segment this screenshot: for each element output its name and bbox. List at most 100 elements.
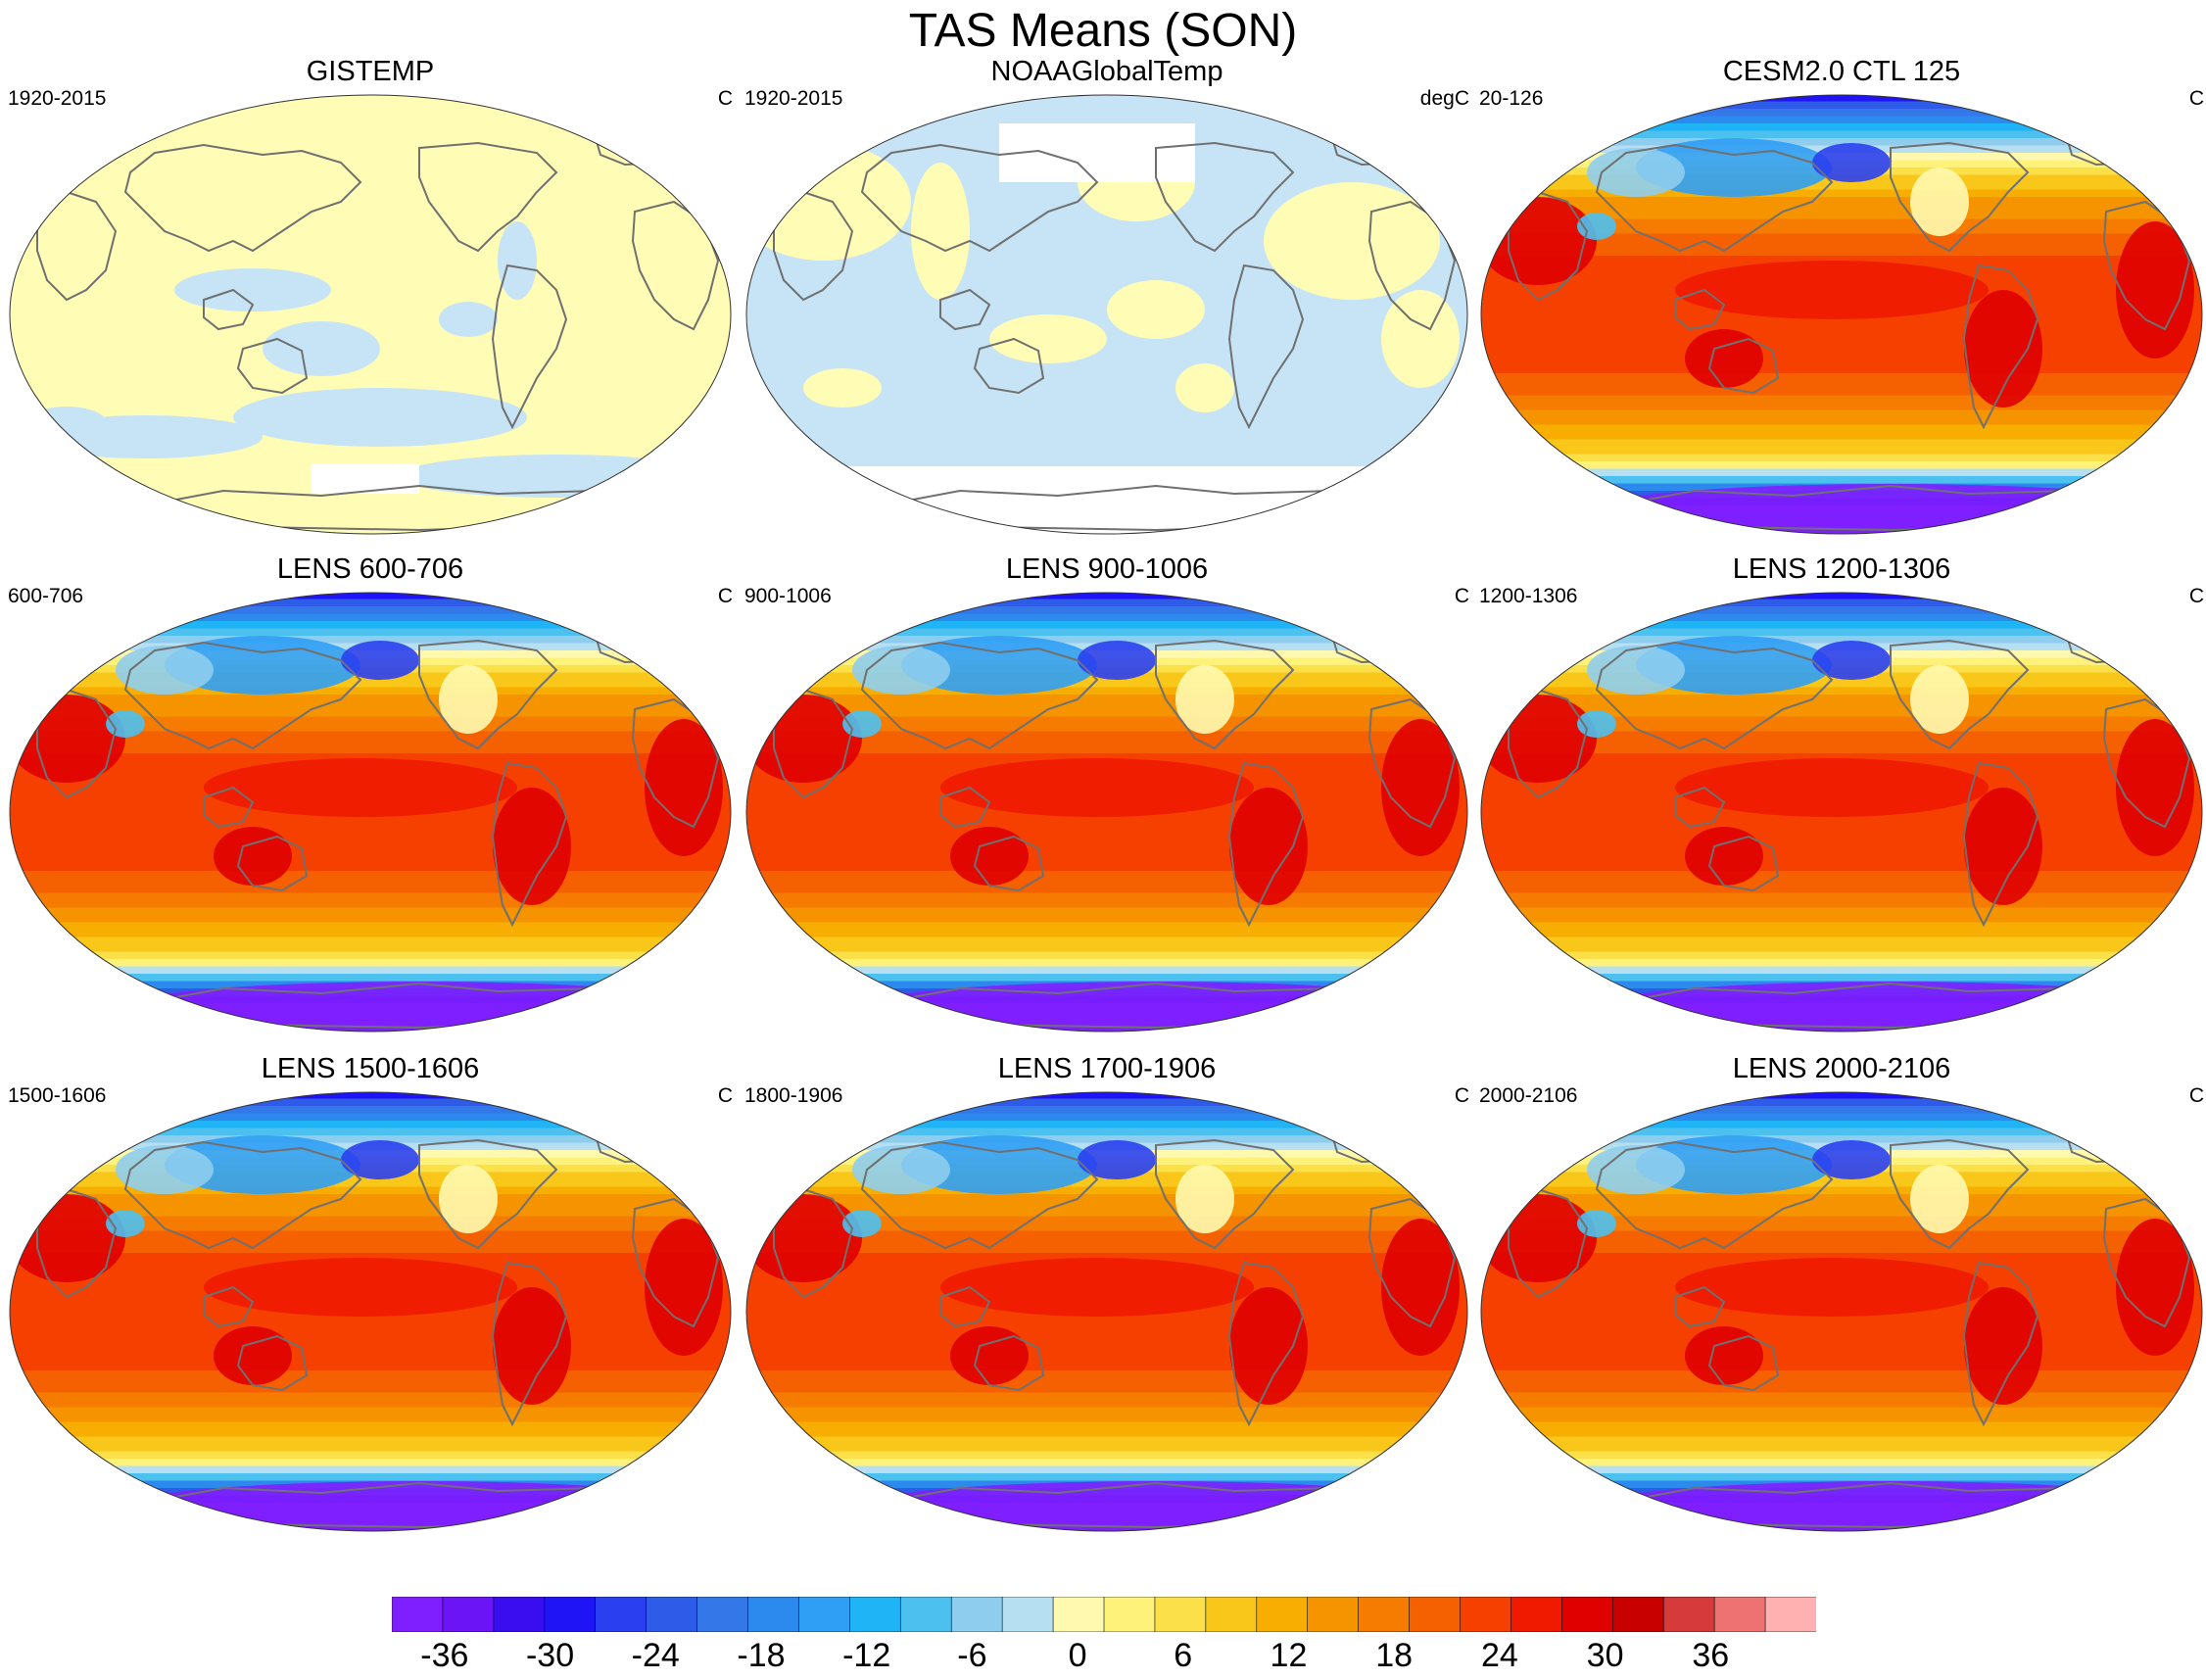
panel-title: NOAAGlobalTemp [990, 56, 1223, 87]
lat-band [10, 709, 731, 718]
field-anomaly [204, 1258, 517, 1317]
lat-band [1481, 907, 2202, 916]
lat-band [746, 930, 1467, 938]
colorbar-tick-label: 6 [1174, 1637, 1193, 1674]
lat-band [1481, 1385, 2202, 1394]
field-anomaly [852, 1145, 950, 1194]
lat-band [10, 731, 731, 740]
lat-band [746, 1429, 1467, 1438]
colorbar-tick-label: -24 [631, 1637, 680, 1674]
field-anomaly [1481, 695, 1597, 783]
lat-band [10, 974, 731, 983]
lat-band [1481, 1451, 2202, 1460]
lat-band [1481, 1326, 2202, 1335]
world-map [1480, 592, 2203, 1032]
lat-band [10, 593, 731, 600]
panel-units-label: C [717, 87, 733, 110]
panel-units-label: C [717, 585, 733, 607]
panel-units-label: C [2188, 585, 2204, 607]
lat-band [746, 1356, 1467, 1365]
coastline [236, 1334, 309, 1392]
lat-band [1481, 959, 2202, 968]
lat-band [10, 878, 731, 887]
lat-band [746, 966, 1467, 975]
lat-band [10, 1098, 731, 1107]
panel-units-label: C [1454, 585, 1469, 607]
coastline [36, 190, 118, 302]
colorbar-swatch [544, 1597, 597, 1632]
colorbar-swatch [595, 1597, 647, 1632]
lat-band [1481, 468, 2202, 477]
coastline [1890, 639, 2030, 750]
colorbar [392, 1597, 1816, 1632]
anomaly-patch [1107, 280, 1205, 339]
lat-band [746, 1238, 1467, 1247]
lat-band [746, 936, 1467, 945]
lat-band [746, 1407, 1467, 1416]
lat-band [746, 856, 1467, 865]
lat-band [1481, 886, 2202, 894]
field-anomaly [1381, 719, 1460, 856]
lat-band [1481, 233, 2202, 242]
lat-band [1481, 380, 2202, 389]
lat-band [1481, 182, 2202, 191]
lat-band [1481, 241, 2202, 250]
coastline [773, 190, 854, 302]
colorbar-swatch [747, 1597, 800, 1632]
field-anomaly [1910, 1165, 1969, 1233]
lat-band [1481, 739, 2202, 747]
lat-band [10, 1465, 731, 1474]
field-anomaly [1078, 641, 1156, 680]
lat-band [10, 1216, 731, 1224]
lat-band [10, 1179, 731, 1188]
field-anomaly [1481, 1194, 1597, 1282]
lat-band [746, 599, 1467, 607]
temperature-field [746, 593, 1467, 1032]
coastline [236, 337, 309, 395]
lat-band [10, 907, 731, 916]
anomaly-patch [1264, 182, 1440, 300]
coastline [1890, 1138, 2030, 1250]
map-outline [745, 592, 1468, 1032]
lat-band [10, 1113, 731, 1122]
field-anomaly [1587, 148, 1685, 197]
coastline [1707, 835, 1780, 892]
temperature-field [1481, 95, 2202, 534]
lat-band [10, 951, 731, 960]
lat-band [1481, 636, 2202, 645]
colorbar-tick-label: 18 [1375, 1637, 1414, 1674]
lat-band [10, 1341, 731, 1350]
field-anomaly [1685, 329, 1763, 388]
field-anomaly [1481, 197, 1597, 285]
lat-band [10, 900, 731, 909]
lat-band [1481, 248, 2202, 257]
lat-band [10, 841, 731, 850]
lat-band [10, 680, 731, 689]
lat-band [746, 1121, 1467, 1129]
lat-band [1481, 1356, 2202, 1365]
temperature-field [1481, 593, 2202, 1032]
lat-band [1481, 599, 2202, 607]
lat-band [1481, 109, 2202, 118]
anomaly-patch [803, 368, 882, 408]
lat-band [1481, 204, 2202, 213]
lat-band [10, 599, 731, 607]
lat-band [1481, 1121, 2202, 1129]
lat-band [746, 716, 1467, 725]
lat-band [746, 1106, 1467, 1115]
lat-band [746, 1451, 1467, 1460]
map-outline [9, 94, 732, 535]
lat-band [1481, 1106, 2202, 1115]
figure-title: TAS Means (SON) [908, 5, 1298, 57]
coastlines [1508, 131, 2191, 532]
lat-band [746, 1333, 1467, 1342]
world-map [9, 592, 732, 1032]
lat-band [746, 593, 1467, 600]
panel-period-label: 1920-2015 [8, 87, 107, 110]
field-anomaly [1812, 143, 1891, 182]
lat-band [1481, 1429, 2202, 1438]
lat-band [1481, 1377, 2202, 1386]
lat-band [10, 701, 731, 710]
lat-band [1481, 922, 2202, 931]
map-panel: LENS 900-1006 900-1006 C [744, 552, 1469, 1032]
